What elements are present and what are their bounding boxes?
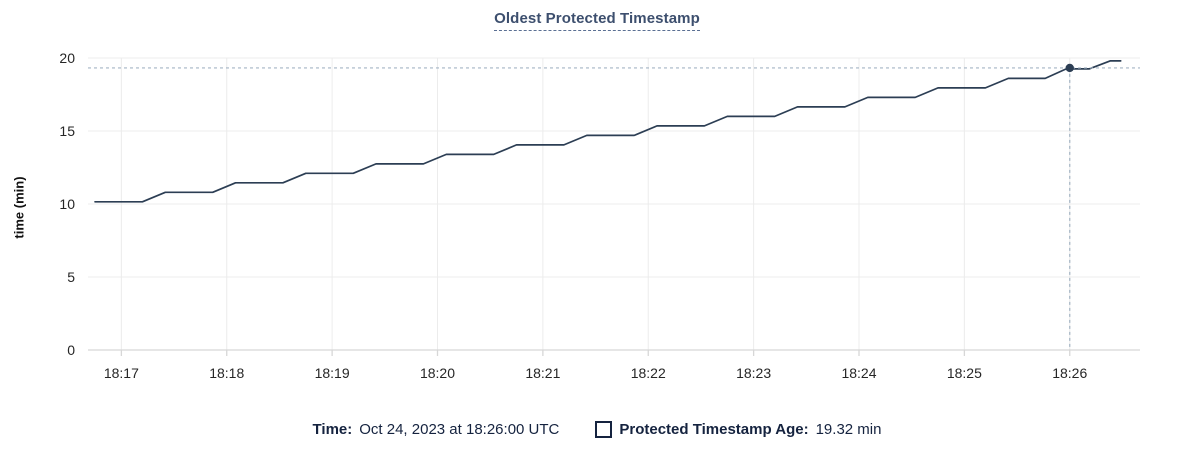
chart-title-row: Oldest Protected Timestamp bbox=[0, 10, 1194, 31]
y-tick-label: 20 bbox=[59, 50, 75, 66]
x-tick-label: 18:20 bbox=[420, 365, 455, 381]
x-tick-label: 18:26 bbox=[1052, 365, 1087, 381]
time-label: Time: bbox=[312, 421, 353, 438]
x-tick-label: 18:22 bbox=[631, 365, 666, 381]
legend-item[interactable]: Protected Timestamp Age: 19.32 min bbox=[595, 421, 881, 438]
x-tick-label: 18:24 bbox=[841, 365, 876, 381]
y-tick-label: 10 bbox=[59, 196, 75, 212]
protected-timestamp-line-chart[interactable]: 18:17 18:18 18:19 18:20 18:21 18:22 18:23 18:24… bbox=[0, 0, 1194, 400]
time-value: Oct 24, 2023 at 18:26:00 UTC bbox=[359, 421, 560, 438]
x-tick-label: 18:18 bbox=[209, 365, 244, 381]
y-tick-label: 15 bbox=[59, 123, 75, 139]
x-tick-label: 18:23 bbox=[736, 365, 771, 381]
chart-title[interactable]: Oldest Protected Timestamp bbox=[494, 10, 700, 31]
hover-point-dot[interactable] bbox=[1065, 63, 1074, 73]
series-line bbox=[94, 60, 1122, 203]
x-tick-label: 18:21 bbox=[525, 365, 560, 381]
y-tick-label: 0 bbox=[67, 342, 75, 358]
x-tick-label: 18:19 bbox=[315, 365, 350, 381]
series-value: 19.32 min bbox=[815, 421, 882, 438]
x-tick-label: 18:25 bbox=[947, 365, 982, 381]
y-tick-label: 5 bbox=[67, 269, 75, 285]
hover-readout-footer: Time: Oct 24, 2023 at 18:26:00 UTC Prote… bbox=[0, 421, 1194, 438]
series-label: Protected Timestamp Age: bbox=[619, 421, 809, 438]
legend-swatch-square[interactable] bbox=[595, 421, 613, 438]
x-tick-label: 18:17 bbox=[104, 365, 139, 381]
